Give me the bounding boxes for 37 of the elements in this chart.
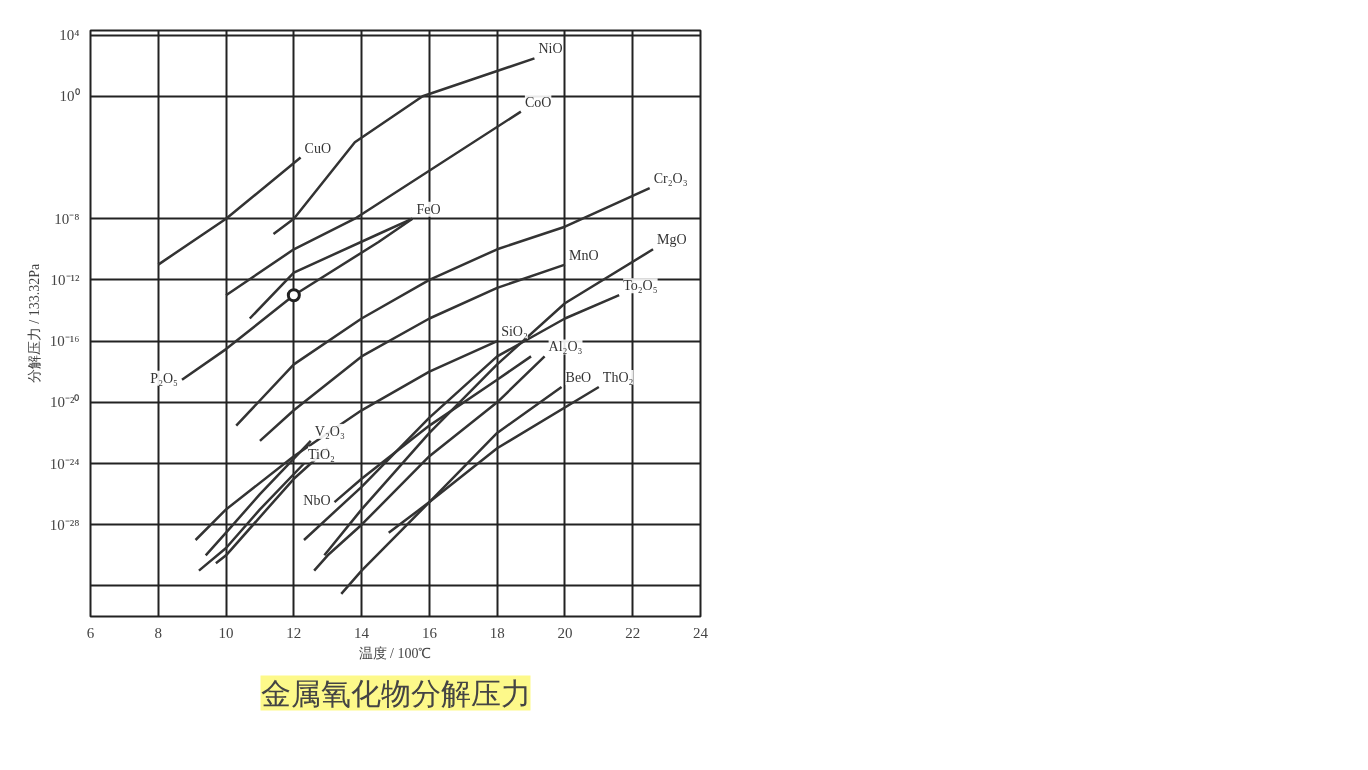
series-label: Al₂O₃ (548, 339, 583, 355)
y-tick-label: 10⁻¹² (50, 271, 80, 288)
series-label: BeO (565, 370, 592, 385)
series-label: ThO₂ (602, 370, 634, 385)
text: 金属氧化物分解压力 (260, 675, 531, 711)
x-tick-label: 6 (86, 624, 95, 641)
series-label: SiO₂ (501, 324, 528, 340)
series-label: MgO (657, 232, 687, 248)
y-tick-label: 10⁻²⁴ (49, 455, 80, 472)
y-tick-label: 10⁻⁸ (54, 210, 80, 227)
x-tick-label: 16 (421, 624, 438, 641)
x-tick-label: 22 (625, 624, 641, 641)
x-tick-label: 8 (154, 624, 163, 641)
series-label: V₂O₃ (314, 423, 345, 439)
x-tick-label: 10 (218, 624, 234, 641)
y-tick-label: 10⁻¹⁶ (49, 333, 80, 350)
y-tick-label: 10⁻²⁰ (50, 394, 80, 411)
series-label: FeO (416, 201, 441, 217)
x-tick-label: 20 (557, 624, 573, 641)
series-label: NbO (303, 493, 331, 509)
y-tick-label: 10⁰ (59, 88, 80, 105)
series-label: TiO₂ (308, 446, 336, 462)
series-label: To₂O₅ (623, 278, 658, 294)
x-tick-label: 14 (354, 624, 370, 641)
series-label: CuO (304, 140, 332, 156)
series-label: P₂O₅ (150, 370, 179, 386)
series-label: MnO (568, 247, 599, 263)
y-tick-label: 10⁻²⁸ (49, 516, 80, 533)
x-tick-label: 18 (489, 624, 505, 641)
series-label: NiO (538, 41, 563, 57)
y-axis-title: 分解压力 / 133.32Pa (26, 263, 42, 384)
y-tick-label: 10⁴ (59, 27, 80, 44)
x-tick-label: 12 (286, 624, 302, 641)
series-label: CoO (524, 94, 552, 110)
series-label: Cr₂O₃ (653, 171, 688, 187)
x-axis-title: 温度 / 100℃ (358, 645, 432, 661)
x-tick-label: 24 (693, 624, 709, 641)
